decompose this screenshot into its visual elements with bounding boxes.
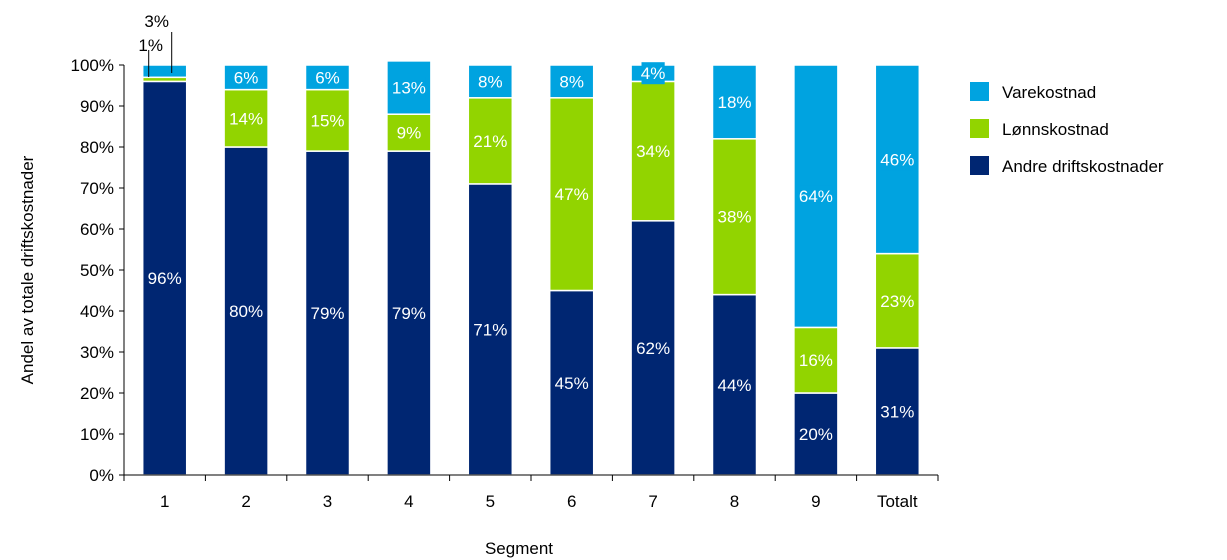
data-label: 34% [636, 142, 670, 161]
data-label-box [229, 107, 263, 130]
legend-swatch [970, 156, 989, 175]
data-label-box [880, 400, 914, 423]
data-label-box [311, 302, 344, 325]
data-label: 6% [315, 68, 340, 87]
data-label-box [636, 140, 670, 163]
data-label: 16% [799, 351, 833, 370]
data-label-box [799, 185, 833, 208]
data-label-box [229, 300, 263, 322]
data-label-box [392, 302, 426, 325]
data-labels-layer: 96% 80% 14% 6% 79% 15% 6% 79% 9% 13% 71% 21% 8% 45% 47… [148, 62, 914, 445]
data-label-box [718, 90, 751, 113]
data-label: 20% [799, 425, 833, 444]
data-label-box [555, 371, 589, 394]
data-label: 64% [799, 187, 833, 206]
data-label-box [397, 121, 421, 144]
x-tick-label: 4 [404, 492, 413, 511]
y-tick-label: 80% [80, 138, 114, 157]
legend: Varekostnad Lønnskostnad Andre driftskostn… [970, 82, 1164, 176]
callout-label: 3% [144, 12, 169, 31]
data-label-box [799, 349, 833, 372]
data-label-box [473, 318, 507, 341]
data-label: 71% [473, 320, 507, 339]
data-label-box [473, 129, 507, 152]
callout-label: 1% [138, 36, 163, 55]
data-label: 80% [229, 302, 263, 321]
x-tick-label: 7 [648, 492, 657, 511]
x-tick-label: 8 [730, 492, 739, 511]
data-label: 8% [559, 72, 584, 91]
data-label: 15% [310, 111, 344, 130]
data-label-box [560, 70, 584, 93]
y-tick-label: 90% [80, 97, 114, 116]
y-axis-title: Andel av totale driftskostnader [18, 155, 37, 384]
data-label: 38% [717, 208, 751, 227]
x-axis-title: Segment [485, 539, 553, 558]
axes-layer: 0% 10% 20% 30% 40% 50% 60% 70% 80% 90% 100% 1 2 3 4 5 6 7… [71, 56, 939, 511]
y-tick-label: 50% [80, 261, 114, 280]
y-tick-label: 20% [80, 384, 114, 403]
x-tick-label: 3 [323, 492, 332, 511]
x-tick-label: 6 [567, 492, 576, 511]
data-label-box [799, 423, 833, 445]
data-label-box [234, 66, 258, 89]
legend-swatch [970, 119, 989, 138]
data-label: 9% [397, 124, 422, 143]
data-label-box [555, 183, 589, 206]
data-label: 79% [310, 304, 344, 323]
data-label: 47% [555, 185, 589, 204]
legend-label: Lønnskostnad [1002, 120, 1109, 139]
data-label: 4% [641, 64, 666, 83]
data-label-box [311, 109, 344, 132]
callouts-layer: 3%1% [138, 12, 173, 77]
x-tick-label: 9 [811, 492, 820, 511]
y-tick-label: 60% [80, 220, 114, 239]
data-label: 13% [392, 79, 426, 98]
data-label: 44% [717, 376, 751, 395]
data-label-box [718, 373, 751, 396]
x-tick-label: 2 [241, 492, 250, 511]
x-tick-label: 5 [486, 492, 495, 511]
data-label: 62% [636, 339, 670, 358]
legend-swatch [970, 82, 989, 101]
data-label: 14% [229, 109, 263, 128]
data-label: 96% [148, 269, 182, 288]
y-tick-label: 10% [80, 425, 114, 444]
data-label: 23% [880, 292, 914, 311]
legend-label: Andre driftskostnader [1002, 157, 1164, 176]
data-label-box [641, 62, 665, 85]
y-tick-label: 40% [80, 302, 114, 321]
data-label: 46% [880, 150, 914, 169]
data-label-box [148, 267, 182, 290]
legend-label: Varekostnad [1002, 83, 1096, 102]
data-label: 18% [717, 93, 751, 112]
y-tick-label: 70% [80, 179, 114, 198]
data-label: 8% [478, 72, 503, 91]
y-tick-label: 0% [89, 466, 114, 485]
y-tick-label: 100% [71, 56, 114, 75]
data-label: 6% [234, 68, 259, 87]
y-tick-label: 30% [80, 343, 114, 362]
data-label-box [392, 76, 426, 99]
data-label-box [880, 289, 914, 312]
data-label: 31% [880, 402, 914, 421]
data-label: 79% [392, 304, 426, 323]
data-label-box [478, 70, 502, 93]
data-label-box [880, 148, 914, 171]
data-label-box [315, 66, 340, 89]
x-tick-label: 1 [160, 492, 169, 511]
x-tick-label: Totalt [877, 492, 918, 511]
data-label: 45% [555, 374, 589, 393]
data-label-box [718, 205, 751, 228]
bar-segment-3-cat-1 [141, 64, 188, 79]
data-label: 21% [473, 132, 507, 151]
data-label-box [636, 336, 670, 359]
